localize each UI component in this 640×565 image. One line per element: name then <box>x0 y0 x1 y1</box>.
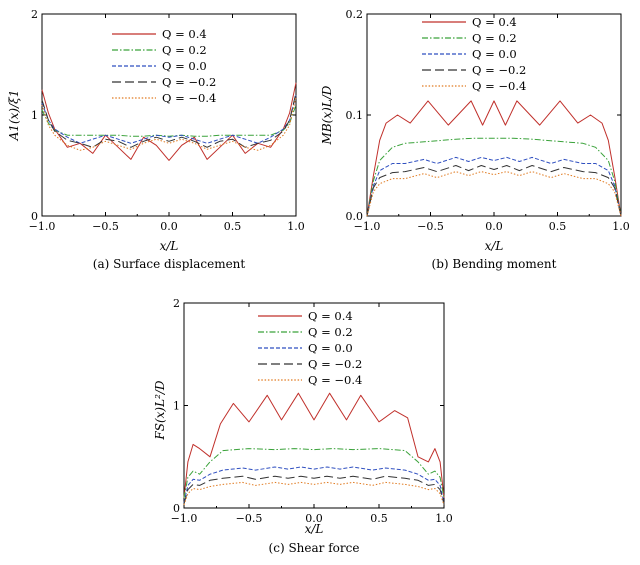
x-tick-label: 0.5 <box>549 220 567 233</box>
legend-label-1: Q = 0.2 <box>308 325 353 339</box>
y-tick-label: 0.2 <box>346 8 364 21</box>
series-line-3 <box>41 92 297 148</box>
panel-bending-moment: (b) Bending moment x/L MB(x)L/D −1.0 −0.5… <box>320 8 630 271</box>
legend-label-2: Q = 0.0 <box>472 47 517 61</box>
y-tick-label: 1 <box>31 109 38 122</box>
x-tick-label: 0.0 <box>305 512 323 525</box>
x-tick-label: −0.5 <box>417 220 444 233</box>
y-tick-label: 0 <box>31 210 38 223</box>
series-line-1 <box>41 104 297 137</box>
x-tick-label: −0.5 <box>92 220 119 233</box>
xlabel-a: x/L <box>160 239 179 253</box>
caption-b: (b) Bending moment <box>432 257 557 271</box>
y-tick-label: 2 <box>31 8 38 21</box>
legend-label-3: Q = −0.2 <box>162 75 216 89</box>
series-line-3 <box>183 475 445 505</box>
x-tick-label: −1.0 <box>29 220 56 233</box>
x-tick-label: 0.5 <box>370 512 388 525</box>
series-line-1 <box>366 137 622 217</box>
x-tick-label: 1.0 <box>612 220 630 233</box>
legend-label-0: Q = 0.4 <box>162 27 207 41</box>
legend-label-1: Q = 0.2 <box>162 43 207 57</box>
series-line-4 <box>366 171 622 217</box>
x-tick-label: −0.5 <box>236 512 263 525</box>
x-tick-label: 0.0 <box>160 220 178 233</box>
series-line-1 <box>183 448 445 498</box>
series-line-3 <box>366 165 622 217</box>
x-tick-label: 0.5 <box>224 220 242 233</box>
y-tick-label: 2 <box>173 297 180 310</box>
legend-label-3: Q = −0.2 <box>308 357 362 371</box>
series-line-0 <box>41 82 297 161</box>
y-tick-label: 0 <box>173 502 180 515</box>
panel-shear-force: (c) Shear force x/L FS(x)L²/D −1.0 −0.5 0.… <box>153 297 453 555</box>
x-tick-label: 1.0 <box>287 220 305 233</box>
caption-a: (a) Surface displacement <box>93 257 246 271</box>
xlabel-c: x/L <box>305 522 324 536</box>
series-line-0 <box>366 100 622 217</box>
ylabel-b: MB(x)L/D <box>320 85 334 145</box>
legend-label-1: Q = 0.2 <box>472 31 517 45</box>
legend-label-0: Q = 0.4 <box>308 309 353 323</box>
y-tick-label: 0.0 <box>346 210 364 223</box>
x-tick-label: 1.0 <box>435 512 453 525</box>
ylabel-a: A1(x)/ξ1 <box>7 90 21 142</box>
ylabel-c: FS(x)L²/D <box>153 380 167 441</box>
legend-label-4: Q = −0.4 <box>472 79 526 93</box>
series-line-2 <box>366 156 622 217</box>
xlabel-b: x/L <box>485 239 504 253</box>
legend-label-0: Q = 0.4 <box>472 15 517 29</box>
y-tick-label: 0.1 <box>346 109 364 122</box>
y-tick-label: 1 <box>173 400 180 413</box>
x-tick-label: −1.0 <box>354 220 381 233</box>
series-line-2 <box>183 466 445 504</box>
legend-label-3: Q = −0.2 <box>472 63 526 77</box>
legend-label-4: Q = −0.4 <box>162 91 216 105</box>
x-tick-label: −1.0 <box>171 512 198 525</box>
series-line-4 <box>183 481 445 506</box>
legend-label-2: Q = 0.0 <box>162 59 207 73</box>
series-line-0 <box>183 392 445 498</box>
legend-label-2: Q = 0.0 <box>308 341 353 355</box>
series-line-2 <box>41 94 297 144</box>
legend-label-4: Q = −0.4 <box>308 373 362 387</box>
caption-c: (c) Shear force <box>269 541 360 555</box>
panel-surface-displacement: (a) Surface displacement x/L A1(x)/ξ1 −1… <box>7 8 305 271</box>
x-tick-label: 0.0 <box>485 220 503 233</box>
